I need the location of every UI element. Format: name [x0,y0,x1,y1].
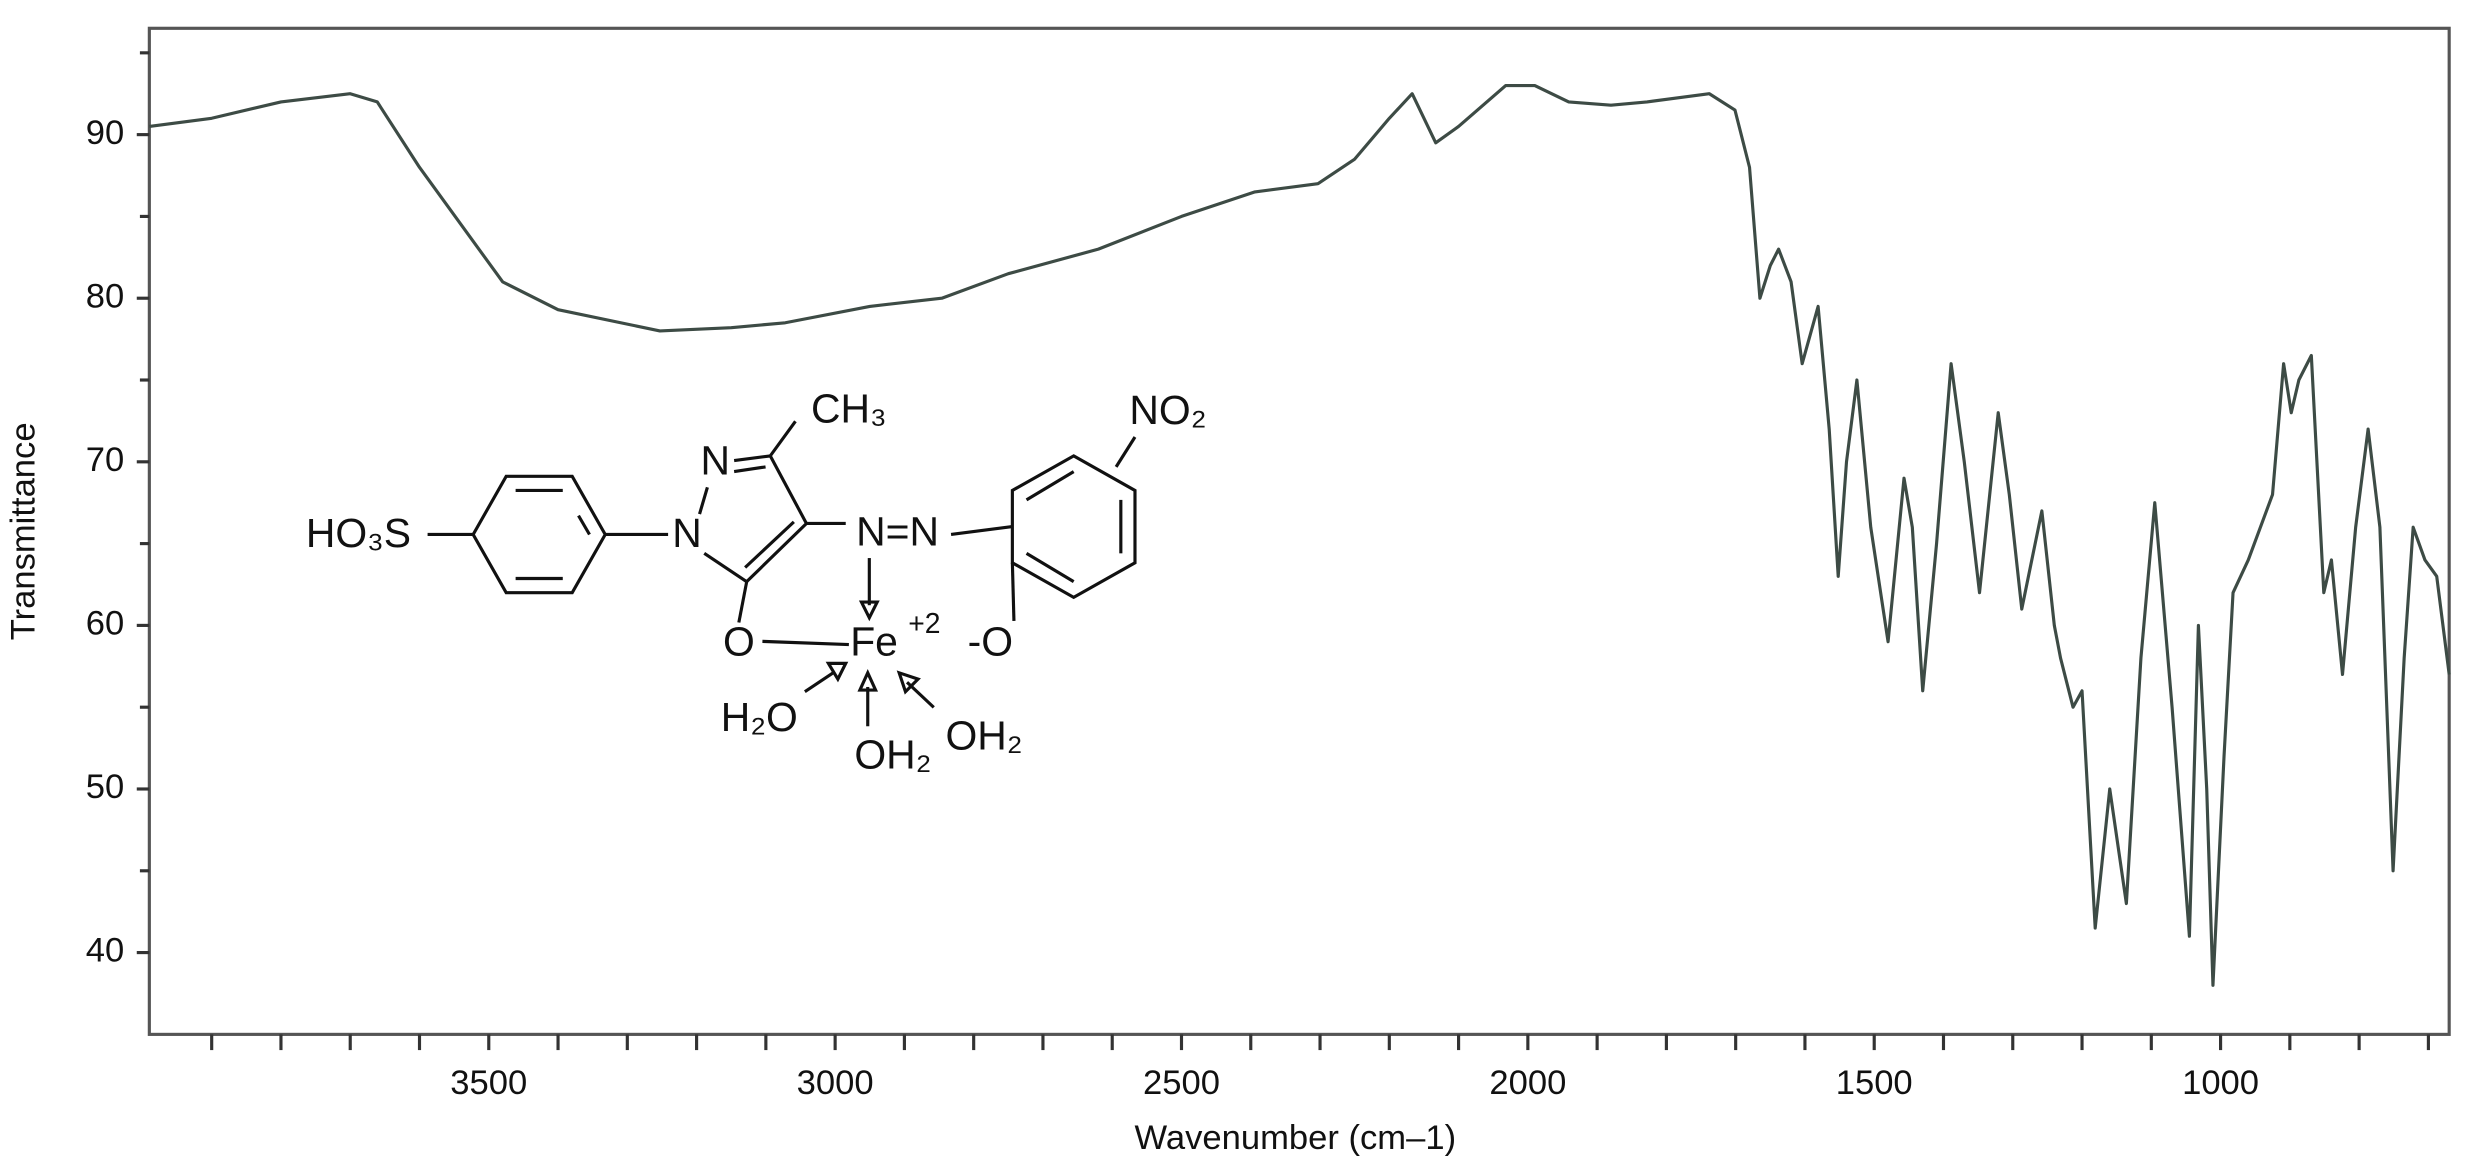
label: N [672,510,702,556]
label: N [701,438,731,484]
label: OH₂ [945,713,1022,759]
bond [744,520,795,569]
arrow [803,671,835,693]
bond [733,465,766,474]
ring [1010,454,1137,600]
x-axis-label: Wavenumber (cm–1) [1135,1119,1457,1157]
x-tick-label: 3000 [797,1064,874,1102]
label: N=N [856,508,939,554]
arrowhead [857,669,879,692]
label: OH₂ [854,732,931,778]
label: NO₂ [1129,387,1206,433]
y-tick-label: 40 [86,932,124,970]
label: HO₃S [306,510,411,556]
structure: HO₃S N N CH₃ N=N NO₂ O Fe +2 -O H₂O OH₂ … [306,386,1207,778]
bond [768,455,808,525]
bond [737,581,749,623]
x-tick-label: 1000 [2182,1064,2259,1102]
plot-frame [147,26,2451,1036]
bond [745,522,808,583]
y-tick-label: 70 [86,441,124,479]
y-tick-label: 80 [86,277,124,315]
y-tick-label: 60 [86,605,124,643]
label: H₂O [721,694,798,740]
bond [762,639,849,647]
label: O [723,618,755,664]
label: +2 [908,607,940,639]
ring [471,474,608,595]
label: -O [968,618,1013,664]
x-tick-label: 2000 [1489,1064,1566,1102]
label: CH₃ [811,386,887,432]
bond [769,420,797,457]
arrowhead [896,670,921,695]
bond [703,552,748,583]
x-tick-label: 3500 [450,1064,527,1102]
plot: Wavenumber (cm–1) Transmittance [4,26,2451,1157]
bond [733,454,771,463]
bond [950,525,1013,537]
bond [698,486,709,515]
x-tick-label: 1500 [1836,1064,1913,1102]
bond [1114,436,1137,468]
label: Fe [850,618,898,664]
bond [1010,562,1016,621]
arrowhead [825,661,849,683]
y-tick-label: 90 [86,114,124,152]
bond [1025,551,1075,583]
spectrum-line [149,83,2451,987]
bond [577,514,591,536]
x-tick-label: 2500 [1143,1064,1220,1102]
arrowhead [858,600,880,622]
y-axis-label: Transmittance [4,422,42,640]
y-tick-label: 50 [86,768,124,806]
bond [1025,470,1075,502]
